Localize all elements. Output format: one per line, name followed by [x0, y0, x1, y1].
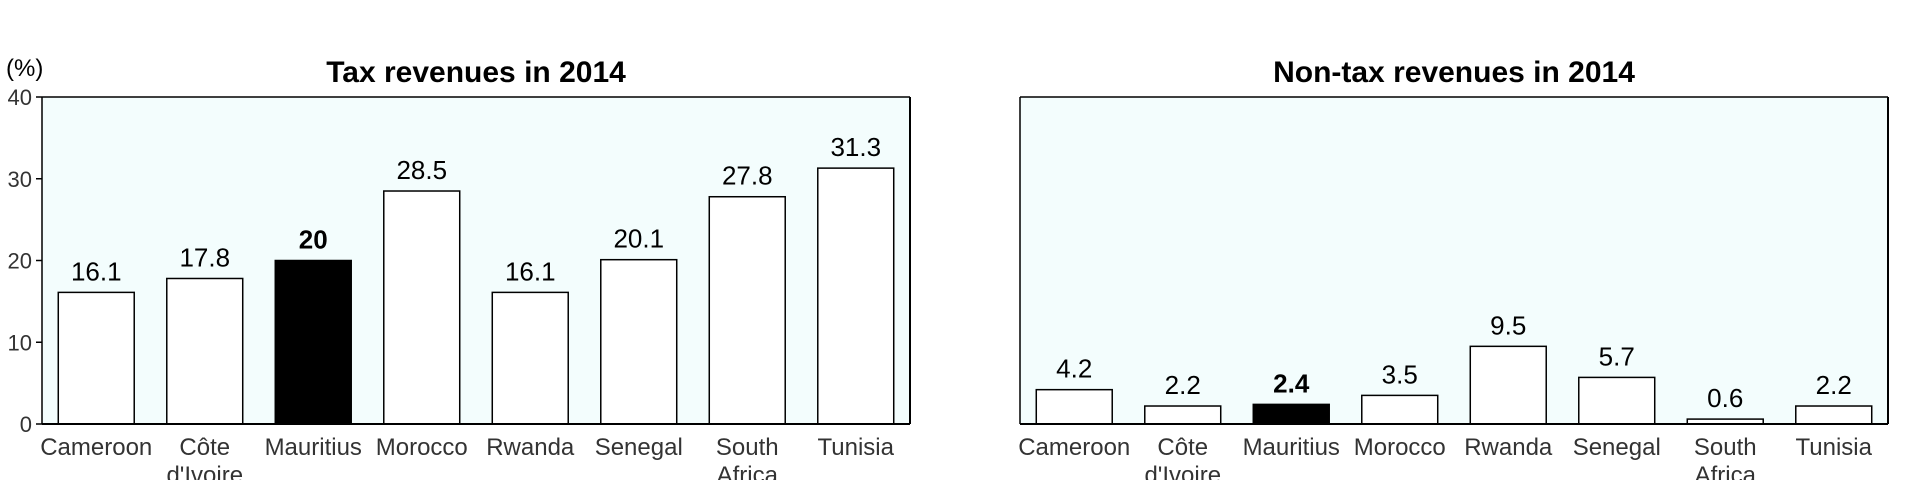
data-label: 20.1 [613, 224, 664, 254]
y-tick-label: 20 [8, 249, 32, 274]
y-tick-label: 30 [8, 167, 32, 192]
data-label: 9.5 [1490, 310, 1526, 340]
bar-cte-divoire [166, 277, 244, 425]
data-label: 28.5 [396, 155, 447, 185]
bar-rwanda [1469, 345, 1547, 425]
x-tick-label: Cameroon [1018, 434, 1130, 461]
data-label: 16.1 [71, 256, 122, 286]
data-label: 20 [299, 225, 328, 255]
chart-title: Non-tax revenues in 2014 [1273, 56, 1635, 89]
bar-morocco [1361, 394, 1439, 425]
x-tick-label: Morocco [376, 434, 468, 461]
x-tick-label: Tunisia [1796, 434, 1873, 461]
data-label: 16.1 [505, 256, 556, 286]
x-tick-label: Mauritius [1243, 434, 1340, 461]
x-tick-label: Senegal [1573, 434, 1661, 461]
y-tick-label: 10 [8, 330, 32, 355]
data-label: 2.4 [1273, 368, 1310, 398]
bar-cte-divoire [1144, 405, 1222, 425]
data-label: 3.5 [1382, 359, 1418, 389]
x-tick-label: Senegal [595, 434, 683, 461]
bar-cameroon [57, 291, 135, 425]
bar-cameroon [1035, 388, 1113, 425]
chart-title: Tax revenues in 2014 [326, 56, 626, 89]
x-tick-label: Cameroon [40, 434, 152, 461]
bar-mauritius [274, 259, 352, 425]
data-label: 17.8 [179, 242, 230, 272]
x-tick-label: Rwanda [1464, 434, 1553, 461]
data-label: 27.8 [722, 161, 773, 191]
bar-mauritius [1252, 403, 1330, 425]
x-tick-label: Morocco [1354, 434, 1446, 461]
bar-south-africa [708, 195, 786, 425]
data-label: 2.2 [1165, 370, 1201, 400]
bar-morocco [383, 190, 461, 425]
panel-1: Tax revenues in 2014 (%) 16.1 Cameroon 17.8 C… [6, 55, 911, 480]
bar-senegal [600, 258, 678, 425]
x-tick-label: Côte d'Ivoire [1144, 434, 1221, 480]
x-tick-label: Tunisia [818, 434, 895, 461]
x-tick-label: Mauritius [265, 434, 362, 461]
data-label: 2.2 [1816, 370, 1852, 400]
bar-rwanda [491, 291, 569, 425]
x-tick-label: South Africa [1694, 434, 1757, 480]
y-unit-label: (%) [6, 55, 43, 82]
y-tick-label: 0 [20, 412, 32, 437]
x-tick-label: South Africa [716, 434, 779, 480]
panel-2: Non-tax revenues in 2014 4.2 Cameroon 2.2 Cô… [1018, 56, 1889, 480]
y-tick-label: 40 [8, 85, 32, 110]
bar-tunisia [817, 167, 895, 425]
data-label: 31.3 [830, 132, 881, 162]
plot-area [1020, 97, 1888, 424]
data-label: 4.2 [1056, 354, 1092, 384]
data-label: 5.7 [1599, 341, 1635, 371]
data-label: 0.6 [1707, 383, 1743, 413]
x-tick-label: Rwanda [486, 434, 575, 461]
x-tick-label: Côte d'Ivoire [166, 434, 243, 480]
bar-senegal [1578, 376, 1656, 425]
bar-tunisia [1795, 405, 1873, 425]
